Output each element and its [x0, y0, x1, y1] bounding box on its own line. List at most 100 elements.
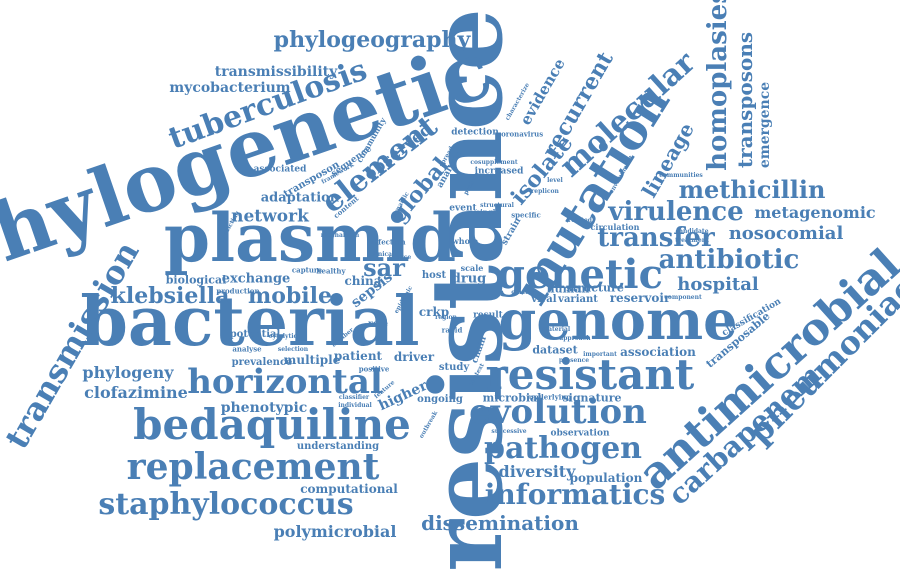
word-viral: viral — [531, 294, 557, 305]
word-dataset: dataset — [532, 343, 578, 357]
word-multiple: multiple — [283, 353, 341, 367]
word-important: important — [583, 351, 617, 358]
word-human: human — [546, 282, 590, 296]
word-host: host — [421, 270, 447, 281]
word-horizontal: horizontal — [187, 362, 383, 402]
word-replacement: replacement — [126, 446, 380, 488]
word-bacterial: bacterial — [80, 282, 420, 362]
word-result: result — [473, 310, 503, 321]
word-component: component — [664, 294, 702, 301]
word-mycobacterium: mycobacterium — [169, 80, 291, 96]
word-cosupplement: cosupplement — [470, 159, 518, 166]
word-mechanism: mechanism — [320, 232, 360, 239]
word-crkp: crkp — [418, 305, 450, 319]
word-treatment: treatment — [675, 237, 709, 244]
word-china: china — [344, 274, 382, 288]
word-pathogen: pathogen — [484, 431, 642, 466]
word-association: association — [620, 345, 696, 359]
word-circulation: circulation — [590, 222, 640, 232]
word-individual: individual — [338, 402, 372, 409]
word-computational: computational — [300, 482, 398, 496]
word-mobile: mobile — [247, 283, 333, 309]
word-understanding: understanding — [296, 441, 380, 452]
word-coronavirus: coronavirus — [496, 129, 544, 139]
word-signature: signature — [562, 391, 622, 405]
word-clofazimine: clofazimine — [84, 383, 188, 402]
word-phylogeny: phylogeny — [82, 363, 174, 382]
word-communities: communities — [659, 172, 703, 179]
word-exchange: exchange — [221, 271, 291, 287]
word-underlying: underlying — [528, 392, 572, 402]
word-hospital: hospital — [677, 274, 759, 295]
word-klebsiella: klebsiella — [110, 283, 230, 309]
word-cytolytic: cytolytic — [268, 333, 298, 340]
word-production: production — [216, 286, 260, 296]
word-adaptation: adaptation — [260, 190, 340, 206]
word-rapid: rapid — [441, 325, 463, 335]
word-evolution: evolution — [469, 392, 647, 432]
word-prevalence: prevalence — [231, 357, 293, 368]
word-microbial: microbial — [482, 391, 542, 405]
word-potential: potential — [229, 329, 281, 340]
word-transmissibility: transmissibility — [214, 64, 338, 80]
word-cluster: cluster — [511, 289, 535, 296]
word-detection: detection — [451, 127, 499, 138]
word-genome: genome — [498, 288, 738, 352]
word-infection: infection — [370, 237, 406, 247]
word-diversity: diversity — [498, 462, 576, 481]
word-material: material — [541, 326, 571, 333]
word-biological: biological — [165, 273, 227, 287]
word-methicillin: methicillin — [678, 175, 826, 204]
word-polymicrobial: polymicrobial — [273, 522, 397, 541]
word-drug: drug — [451, 271, 487, 287]
word-event: event — [449, 203, 477, 214]
word-healthy: healthy — [316, 266, 346, 276]
word-sar: sar — [363, 253, 405, 282]
word-structure: structure — [566, 281, 624, 295]
word-population: population — [569, 471, 643, 485]
word-related: related — [568, 217, 592, 224]
word-patient: patient — [333, 349, 383, 363]
word-variant: variant — [558, 294, 598, 305]
word-phylogeography: phylogeography — [273, 27, 471, 53]
word-structural: structural — [480, 202, 514, 209]
word-capture: capture — [291, 265, 323, 275]
word-single: single — [476, 207, 500, 217]
word-approach: approach — [559, 335, 591, 342]
word-antibiotic: antibiotic — [658, 245, 800, 275]
word-source: source — [388, 254, 412, 261]
word-staphylococcus: staphylococcus — [98, 487, 354, 522]
word-informatics: informatics — [484, 478, 666, 511]
word-positive: positive — [358, 364, 390, 374]
word-phenotypic: phenotypic — [220, 400, 308, 416]
word-nosocomial: nosocomial — [728, 223, 844, 244]
word-bedaquiline: bedaquiline — [133, 400, 411, 449]
word-scale: scale — [460, 263, 484, 273]
word-classifier: classifier — [338, 394, 370, 401]
word-candidate: candidate — [675, 228, 709, 235]
word-level: level — [547, 177, 563, 184]
word-transposons: transposons — [733, 31, 757, 169]
word-increased: increased — [474, 166, 524, 177]
word-study: study — [438, 362, 470, 373]
word-whole: whole — [451, 236, 479, 246]
word-selection: selection — [277, 346, 309, 353]
word-role: role — [368, 319, 388, 330]
word-successive: successive — [491, 428, 527, 435]
word-reservoir: reservoir — [609, 291, 671, 305]
word-dissemination: dissemination — [421, 511, 579, 535]
word-specific: specific — [511, 210, 541, 220]
word-clinical: clinical — [369, 251, 395, 258]
word-associated: associated — [253, 164, 307, 175]
word-network: network — [231, 206, 309, 227]
word-virulence: virulence — [608, 197, 744, 227]
word-replicon: replicon — [531, 188, 559, 195]
word-homoplasies: homoplasies — [703, 0, 733, 171]
word-genetic: genetic — [497, 251, 663, 298]
word-region: region — [435, 314, 457, 321]
word-analyse: analyse — [232, 344, 262, 354]
word-observation: observation — [550, 428, 610, 439]
word-presence: presence — [558, 357, 590, 364]
word-ongoing: ongoing — [417, 394, 463, 405]
